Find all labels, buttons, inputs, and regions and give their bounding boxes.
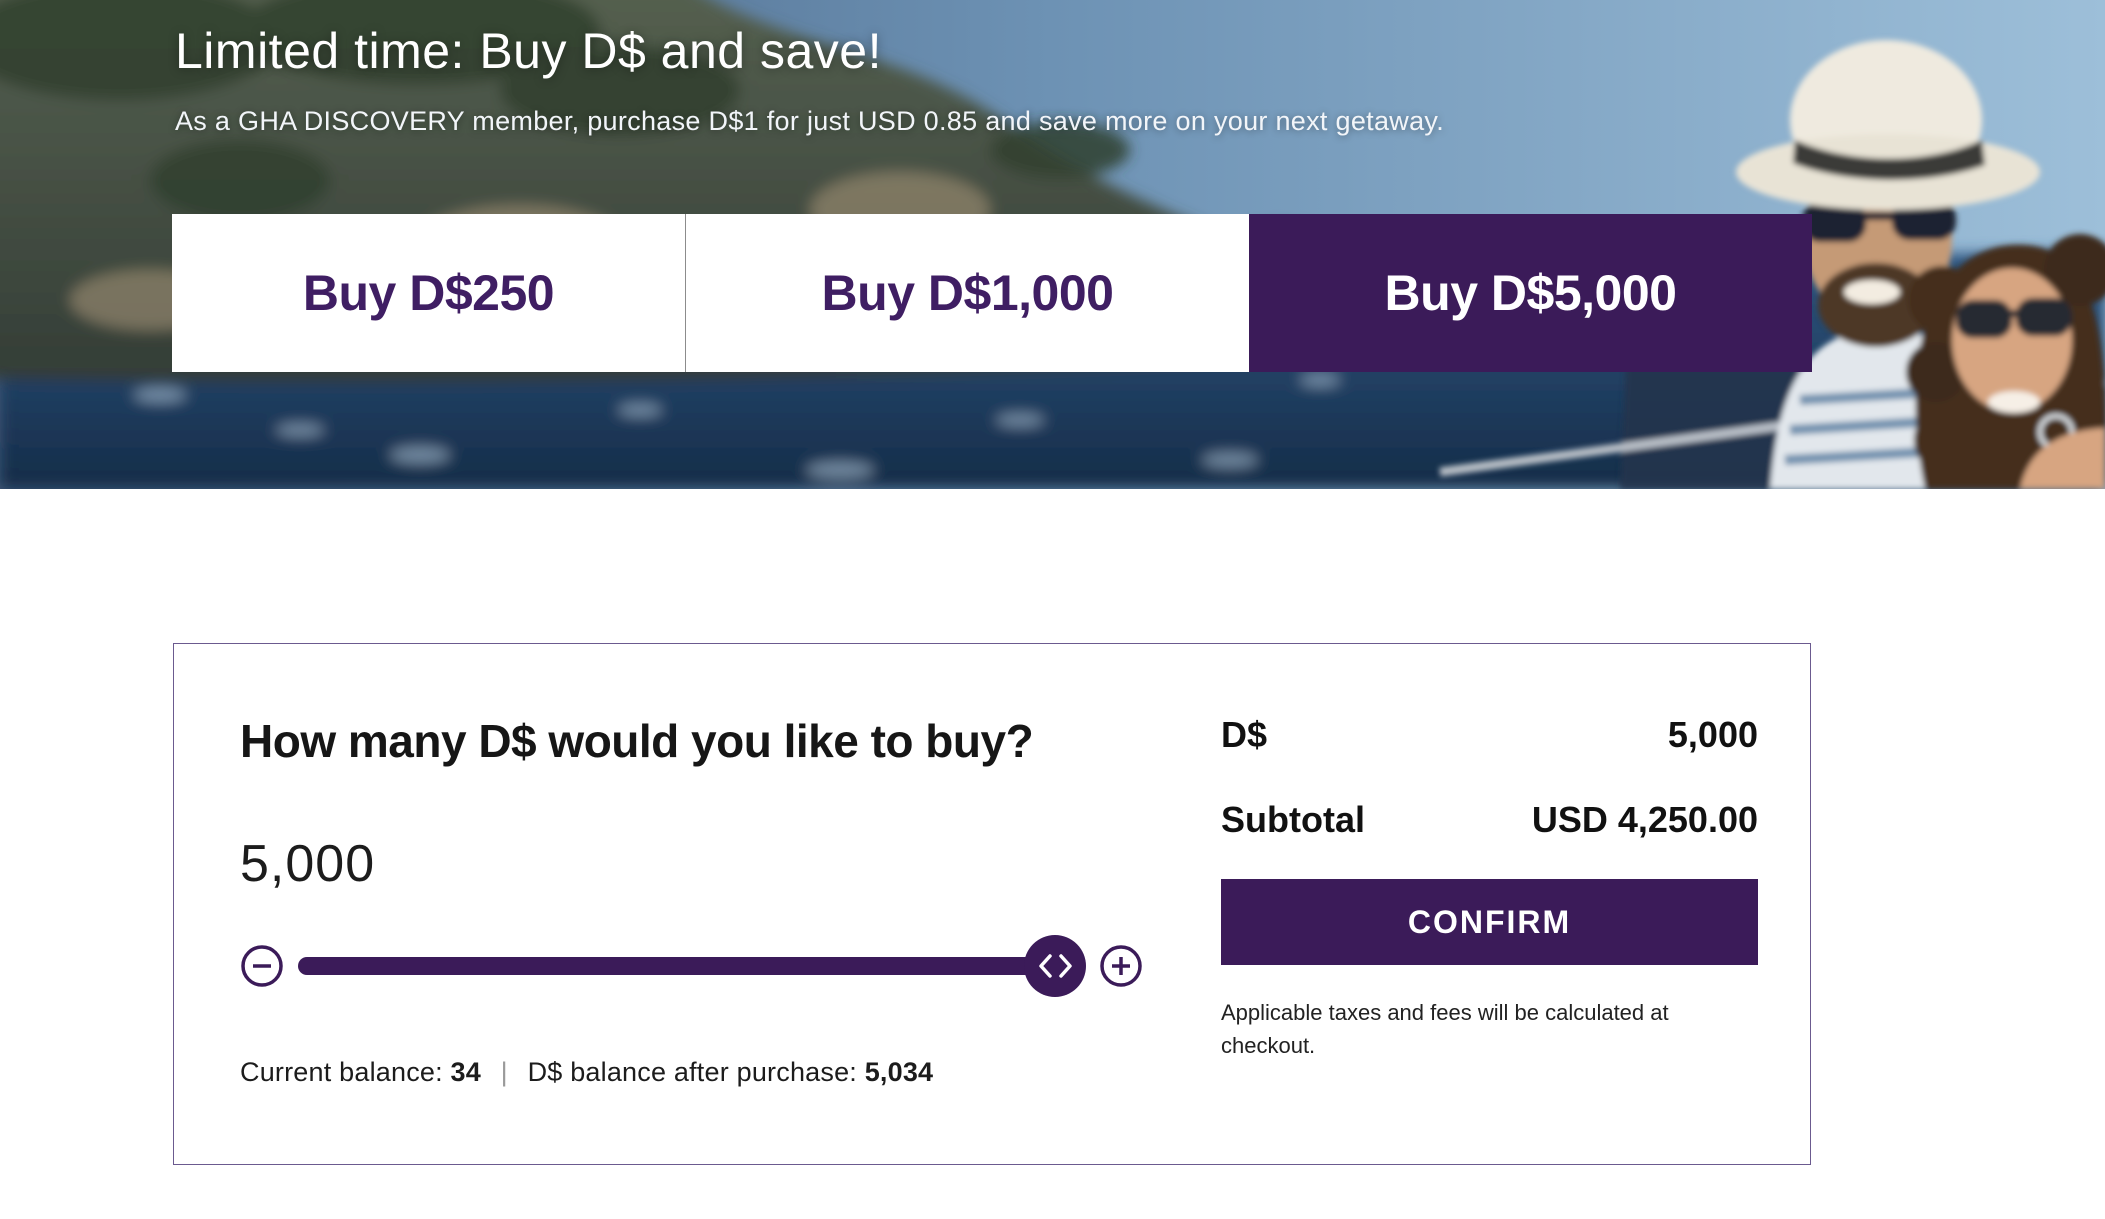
after-purchase-label: D$ balance after purchase: — [527, 1057, 857, 1087]
increase-amount-button[interactable] — [1099, 944, 1143, 988]
left-chevron-icon — [1038, 954, 1052, 978]
right-chevron-icon — [1058, 954, 1072, 978]
decrease-amount-button[interactable] — [240, 944, 284, 988]
currency-row: D$ 5,000 — [1221, 714, 1758, 756]
hero-foliage — [0, 0, 1340, 274]
order-summary-section: D$ 5,000 Subtotal USD 4,250.00 CONFIRM A… — [1221, 644, 1758, 1164]
buy-d1000-button[interactable]: Buy D$1,000 — [686, 214, 1249, 372]
selected-amount-value: 5,000 — [240, 835, 376, 893]
purchase-heading: How many D$ would you like to buy? — [240, 715, 1034, 767]
currency-value: 5,000 — [1667, 714, 1758, 755]
purchase-card: How many D$ would you like to buy? 5,000 — [173, 643, 1811, 1165]
slider-fill — [298, 957, 1055, 975]
hero-banner: Limited time: Buy D$ and save! As a GHA … — [0, 0, 2105, 489]
subtotal-label: Subtotal — [1221, 799, 1365, 840]
slider-track[interactable] — [298, 935, 1086, 997]
buy-d250-button[interactable]: Buy D$250 — [172, 214, 686, 372]
hero-woman — [1906, 234, 2105, 489]
plus-circle-icon — [1100, 945, 1142, 987]
current-balance-value: 34 — [450, 1057, 481, 1087]
minus-circle-icon — [241, 945, 283, 987]
slider-handle[interactable] — [1024, 935, 1086, 997]
amount-slider — [240, 934, 1143, 998]
amount-selection-section: How many D$ would you like to buy? 5,000 — [240, 644, 1145, 1164]
currency-label: D$ — [1221, 714, 1268, 755]
subtotal-row: Subtotal USD 4,250.00 — [1221, 799, 1758, 841]
current-balance-label: Current balance: — [240, 1057, 443, 1087]
after-purchase-value: 5,034 — [864, 1057, 934, 1087]
denomination-button-row: Buy D$250 Buy D$1,000 Buy D$5,000 — [172, 214, 1812, 372]
confirm-button[interactable]: CONFIRM — [1221, 879, 1758, 965]
hero-subtitle: As a GHA DISCOVERY member, purchase D$1 … — [175, 106, 1444, 136]
subtotal-value: USD 4,250.00 — [1531, 799, 1758, 840]
buy-d5000-button[interactable]: Buy D$5,000 — [1249, 214, 1812, 372]
tax-note: Applicable taxes and fees will be calcul… — [1221, 1000, 1669, 1058]
balance-separator: | — [500, 1057, 508, 1087]
balance-summary-line: Current balance: 34 | D$ balance after p… — [240, 1057, 933, 1088]
hero-title: Limited time: Buy D$ and save! — [175, 23, 882, 79]
